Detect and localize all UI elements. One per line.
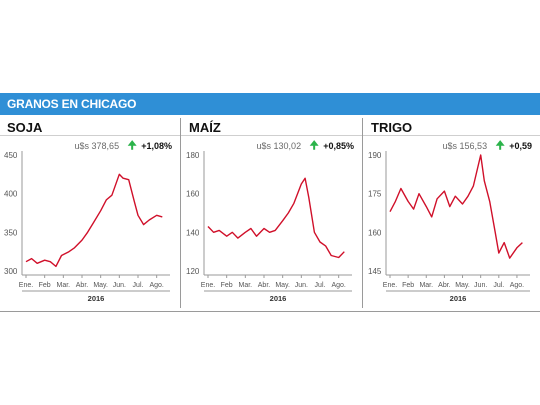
y-tick-label: 350 bbox=[4, 228, 18, 237]
y-tick-label: 400 bbox=[4, 190, 18, 199]
y-tick-label: 190 bbox=[368, 151, 382, 160]
x-tick-label: Ene. bbox=[383, 282, 397, 289]
change-label: +0,85% bbox=[323, 141, 354, 151]
x-tick-label: Ago. bbox=[331, 282, 345, 289]
x-tick-label: Jul. bbox=[493, 282, 504, 289]
x-tick-label: Jun. bbox=[295, 282, 308, 289]
x-tick-label: Feb bbox=[221, 282, 233, 289]
maiz-panel: MAÍZ u$s 130,02 🠉 +0,85% 120 140 160 180 Ene… bbox=[182, 115, 362, 311]
x-tick-label: Ago. bbox=[510, 282, 524, 289]
change-label: +0,59 bbox=[509, 141, 532, 151]
trigo-panel: TRIGO u$s 156,53 🠉 +0,59 145 160 175 190 Ene… bbox=[364, 115, 540, 311]
up-arrow-icon: 🠉 bbox=[309, 140, 319, 152]
up-arrow-icon: 🠉 bbox=[127, 140, 137, 152]
header-banner: GRANOS EN CHICAGO bbox=[0, 93, 540, 115]
price-line: u$s 156,53 🠉 +0,59 bbox=[442, 137, 532, 152]
panel-top-rule bbox=[0, 135, 540, 136]
x-tick-label: Jul. bbox=[315, 282, 326, 289]
maiz-chart: 120 140 160 180 Ene. Feb Mar. Abr. May. Jun. Jul. A… bbox=[186, 151, 352, 303]
x-tick-label: Abr. bbox=[438, 282, 451, 289]
soja-panel: SOJA u$s 378,65 🠉 +1,08% 300 350 400 450 Ene… bbox=[0, 115, 180, 311]
y-tick-label: 300 bbox=[4, 267, 18, 276]
y-tick-label: 140 bbox=[186, 228, 200, 237]
price-line: u$s 378,65 🠉 +1,08% bbox=[74, 137, 172, 152]
y-tick-label: 120 bbox=[186, 267, 200, 276]
trigo-chart: 145 160 175 190 Ene. Feb Mar. Abr. May. Jun. Jul. A… bbox=[368, 151, 530, 303]
x-tick-label: Jun. bbox=[474, 282, 487, 289]
panel-divider bbox=[180, 118, 181, 308]
price-label: u$s 156,53 bbox=[442, 141, 488, 151]
x-axis-label: 2016 bbox=[450, 294, 467, 303]
soja-chart: 300 350 400 450 Ene. Feb Mar. Abr. May. Jun. Jul. A… bbox=[4, 151, 170, 303]
x-tick-label: Feb bbox=[39, 282, 51, 289]
panel-title: MAÍZ bbox=[189, 120, 221, 135]
price-label: u$s 378,65 bbox=[74, 141, 120, 151]
x-axis-label: 2016 bbox=[88, 294, 105, 303]
x-tick-label: Mar. bbox=[239, 282, 253, 289]
y-tick-label: 175 bbox=[368, 190, 382, 199]
x-tick-label: Feb bbox=[402, 282, 414, 289]
panel-divider bbox=[362, 118, 363, 308]
price-line: u$s 130,02 🠉 +0,85% bbox=[256, 137, 354, 152]
x-tick-label: Mar. bbox=[419, 282, 433, 289]
x-tick-label: Abr. bbox=[258, 282, 271, 289]
y-tick-label: 160 bbox=[368, 228, 382, 237]
y-tick-label: 450 bbox=[4, 151, 18, 160]
panel-title: TRIGO bbox=[371, 120, 413, 135]
series-line bbox=[207, 177, 345, 259]
y-tick-label: 180 bbox=[186, 151, 200, 160]
x-tick-label: Jun. bbox=[113, 282, 126, 289]
price-label: u$s 130,02 bbox=[256, 141, 302, 151]
y-tick-label: 160 bbox=[186, 190, 200, 199]
y-tick-label: 145 bbox=[368, 267, 382, 276]
change-label: +1,08% bbox=[141, 141, 172, 151]
x-tick-label: May. bbox=[93, 282, 108, 289]
series-line bbox=[389, 154, 523, 259]
x-tick-label: Mar. bbox=[57, 282, 71, 289]
x-tick-label: Ene. bbox=[201, 282, 215, 289]
header-title: GRANOS EN CHICAGO bbox=[7, 97, 137, 111]
up-arrow-icon: 🠉 bbox=[495, 140, 505, 152]
x-tick-label: Jul. bbox=[133, 282, 144, 289]
x-tick-label: Ene. bbox=[19, 282, 33, 289]
x-tick-label: May. bbox=[455, 282, 470, 289]
x-axis-label: 2016 bbox=[270, 294, 287, 303]
x-tick-label: Ago. bbox=[149, 282, 163, 289]
series-line bbox=[25, 173, 163, 268]
panel-bottom-rule bbox=[0, 311, 540, 312]
x-tick-label: May. bbox=[275, 282, 290, 289]
x-tick-label: Abr. bbox=[76, 282, 89, 289]
panel-title: SOJA bbox=[7, 120, 43, 135]
